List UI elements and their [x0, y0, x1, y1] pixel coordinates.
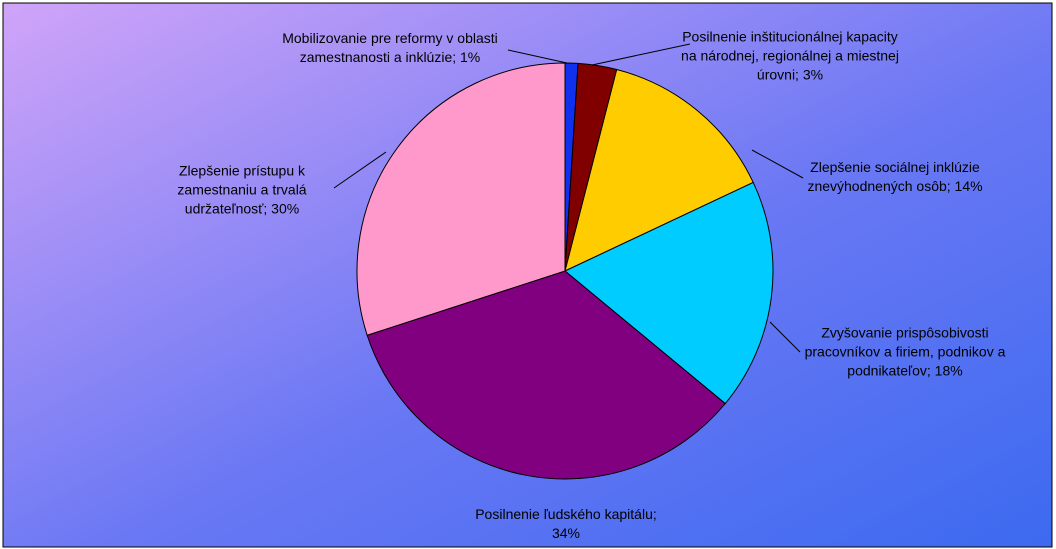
slice-label: Zlepšenie sociálnej inklúzie znevýhodnen…: [807, 159, 983, 194]
pie-slice: [366, 270, 726, 480]
leader-line: [507, 49, 568, 64]
leader-line: [591, 43, 691, 66]
slice-label: Zvyšovanie prispôsobivosti pracovníkov a…: [804, 324, 1006, 379]
pie-slice: [564, 181, 774, 405]
slice-label: Posilnenie inštitucionálnej kapacity na …: [681, 28, 899, 83]
leader-line: [751, 149, 804, 179]
pie-slice: [564, 68, 754, 272]
leader-line: [769, 321, 801, 353]
slice-label: Mobilizovanie pre reformy v oblasti zame…: [282, 30, 498, 65]
slice-label: Zlepšenie prístupu k zamestnaniu a trval…: [177, 162, 307, 217]
slice-label: Posilnenie ľudského kapitálu; 34%: [475, 506, 657, 541]
pie-slice: [356, 62, 566, 336]
leader-line: [333, 151, 387, 189]
